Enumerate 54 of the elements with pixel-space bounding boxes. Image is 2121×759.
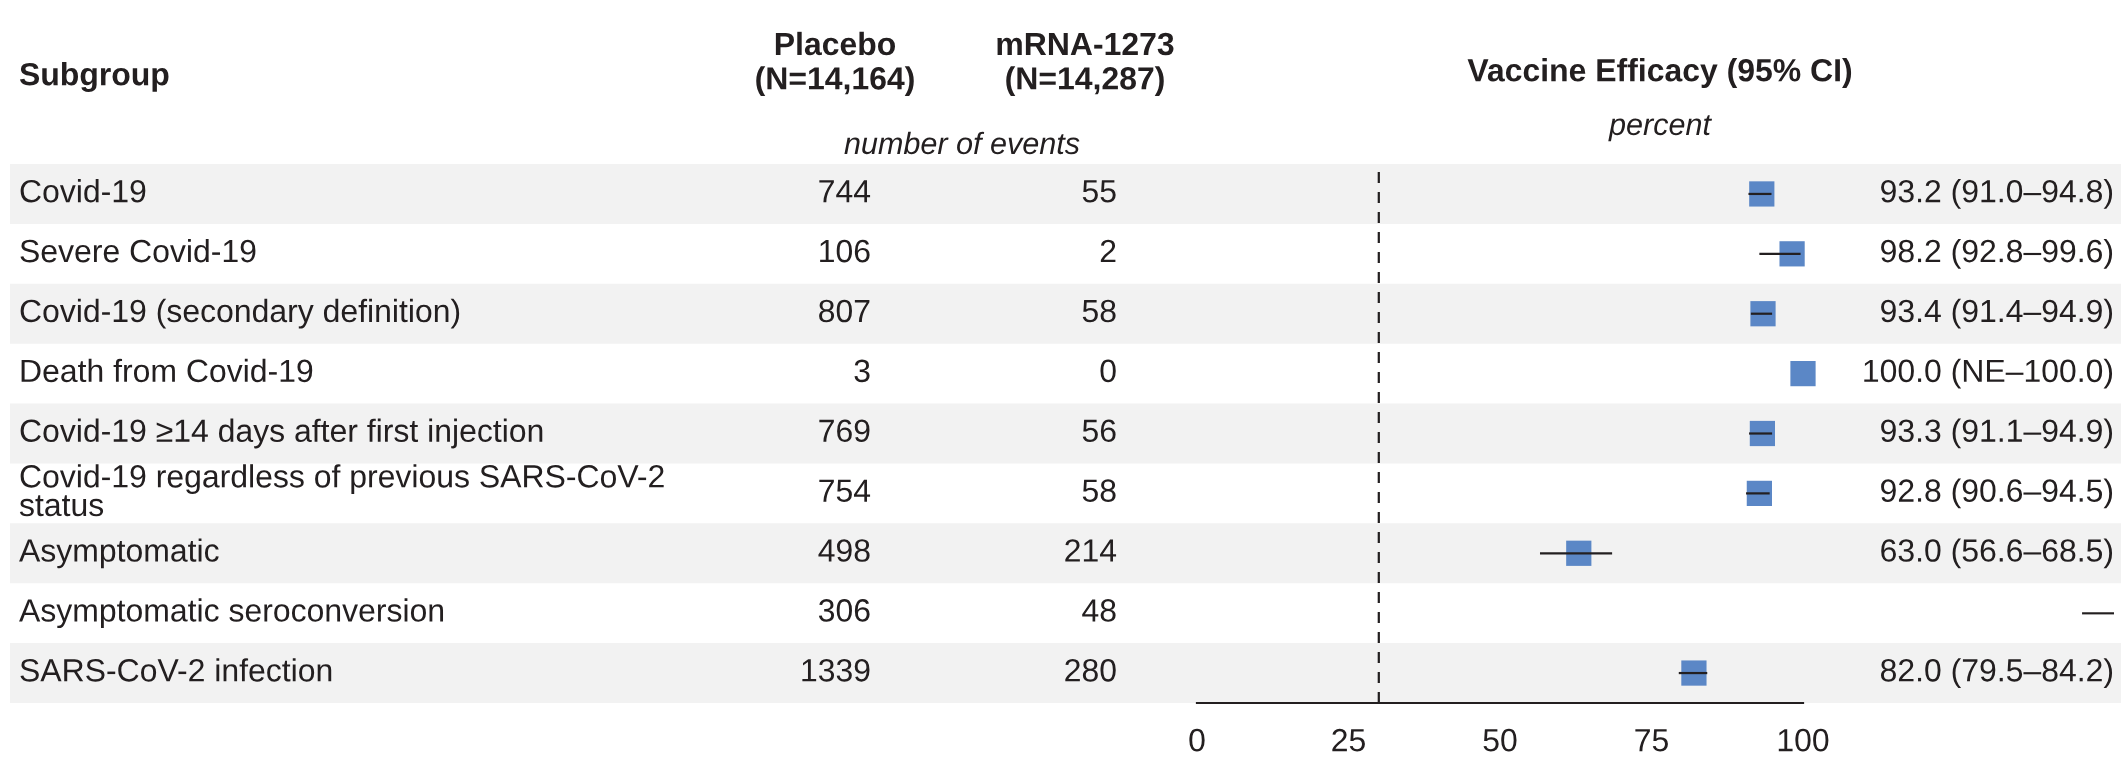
x-tick-label: 50 [1483,728,1517,752]
category-label: Asymptomatic [19,538,219,569]
data-label: 58 [1082,479,1116,502]
text: mRNA-1273 (N=14,287) [997,32,1174,96]
data-label: 93.3 (91.1–94.9) [1881,418,2113,449]
point [1681,660,1707,686]
data-label: 100.0 (NE–100.0) [1864,358,2113,389]
text: Placebo (N=14,164) [756,31,914,96]
x-tick-label: 25 [1332,728,1365,752]
data-label: 93.2 (91.0–94.8) [1881,179,2113,209]
x-tick-label: 0 [1189,728,1205,752]
category-label: SARS-CoV-2 infection [20,658,332,682]
data-label: 280 [1065,659,1116,682]
data-label: 807 [819,299,870,323]
data-label: 58 [1082,299,1116,323]
point [1790,361,1816,387]
data-label: 48 [1082,599,1116,622]
point [1566,540,1592,566]
data-label: 82.0 (79.5–84.2) [1880,658,2113,688]
data-label: 93.4 (91.4–94.9) [1881,298,2113,329]
data-label: 3 [854,359,870,383]
chart-title: Vaccine Efficacy (95% CI) [1467,58,1852,88]
data-label: 306 [818,599,870,622]
data-label: 1339 [802,659,870,682]
point [1746,480,1772,506]
category-label: Covid-19 [20,179,146,203]
data-label: 56 [1082,419,1116,443]
data-label: 92.8 (90.6–94.5) [1881,478,2113,509]
data-label: 55 [1082,180,1116,203]
category-label: Asymptomatic seroconversion [19,598,444,629]
x-tick-label: 75 [1635,729,1668,752]
data-label: 769 [819,419,870,443]
point [1750,301,1776,327]
category-label: Severe Covid-19 [20,238,256,263]
chart-subtitle: percent [1608,115,1713,142]
data-label: 98.2 (92.8–99.6) [1881,238,2113,269]
data-label: 2 [1100,239,1116,263]
data-label: 214 [1065,539,1117,562]
category-label: Covid-19 regardless of previous SARS-CoV-2 status [19,464,664,517]
category-label: Covid-19 (secondary definition) [20,298,460,329]
category-label: Covid-19 ≥14 days after first injection [20,418,543,449]
text: — [2082,612,2114,615]
point [1749,181,1775,207]
x-tick-label: 100 [1778,728,1829,752]
data-label: 106 [820,239,870,263]
data-label: 744 [819,180,871,203]
point [1779,241,1805,267]
data-label: 0 [1100,359,1116,383]
text: number of events [844,131,1080,155]
data-label: 498 [818,539,870,562]
data-label: 63.0 (56.6–68.5) [1881,538,2113,569]
category-label: Death from Covid-19 [21,358,313,383]
data-label: 754 [819,479,871,502]
text: Subgroup [19,62,169,92]
